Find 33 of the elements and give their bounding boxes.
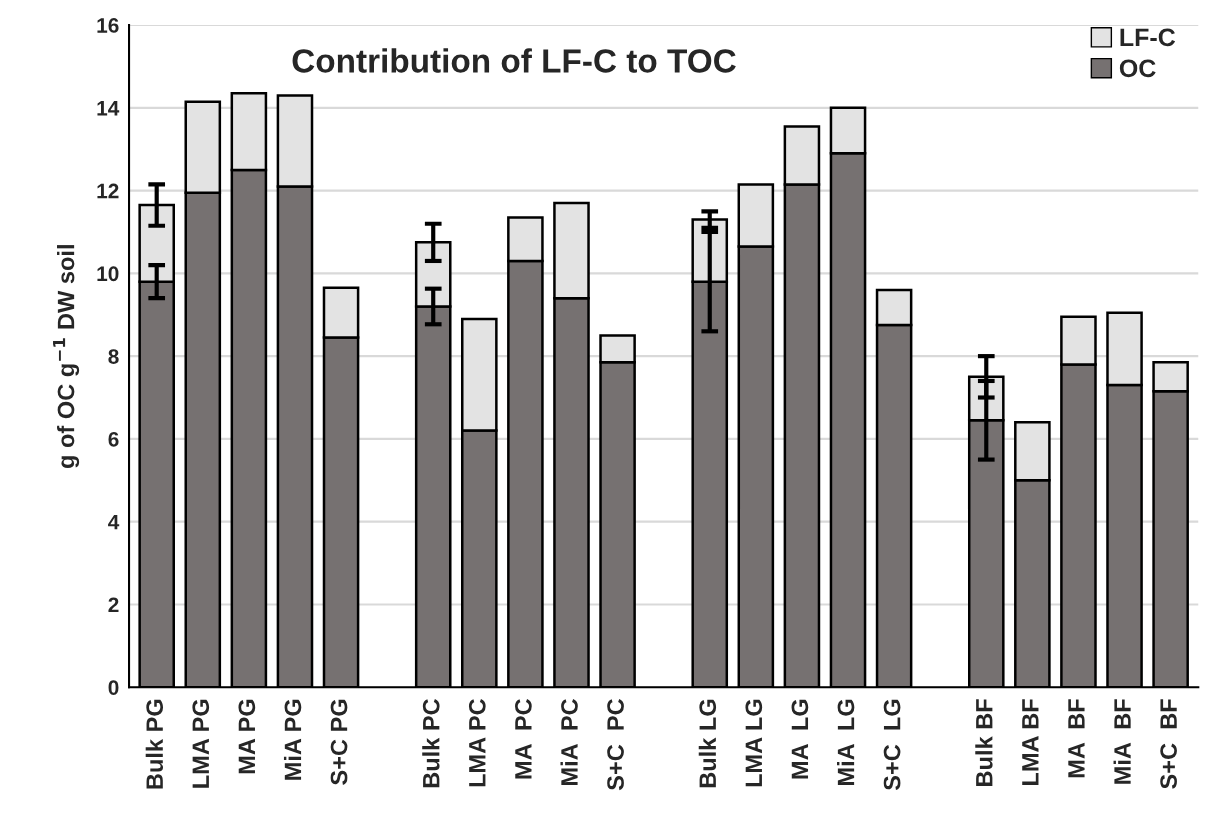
x-tick-label: LMA PG [192,699,210,788]
x-tick-label: MiA PG [283,699,302,780]
x-tick-label: LMA BF [1022,699,1039,786]
x-tick-label: MiA PC [560,698,578,786]
y-axis-title: g of OC g$^{−1}$ DW soil [53,245,80,469]
x-tick-label: Bulk LG [698,699,717,788]
x-tick-label: MiA LG [837,699,855,786]
x-tick-label: Bulk PG [145,699,164,789]
x-tick-label: S+C PC [607,698,624,791]
y-tick-label: 10 [97,266,119,282]
x-tick-label: MA LG [791,699,809,779]
x-tick-label: MA BF [1068,699,1085,778]
x-tick-label: S+C PG [330,699,348,785]
x-tick-label: MA PC [515,698,532,779]
x-tick-label: Bulk PC [422,698,440,788]
x-tick-label: MiA BF [1113,699,1131,784]
x-tick-label: LMA LG [745,699,763,787]
y-tick-label: 2 [108,597,119,612]
legend-label: OC [1119,59,1156,78]
y-tick-label: 12 [97,183,119,199]
y-tick-label: 0 [108,680,119,695]
x-tick-label: S+C BF [1160,699,1177,789]
x-tick-label: MA PG [238,699,256,774]
y-tick-label: 8 [108,349,119,364]
text: Contribution of LF-C to TOC [292,48,736,73]
x-tick-label: Bulk BF [975,699,993,786]
y-tick-label: 14 [97,101,120,116]
legend-label: LF-C [1120,28,1176,47]
x-tick-label: S+C LG [883,699,901,791]
y-tick-label: 6 [108,431,119,447]
y-tick-label: 16 [97,18,119,33]
y-tick-label: 4 [108,514,120,530]
x-tick-label: LMA PC [468,698,486,787]
